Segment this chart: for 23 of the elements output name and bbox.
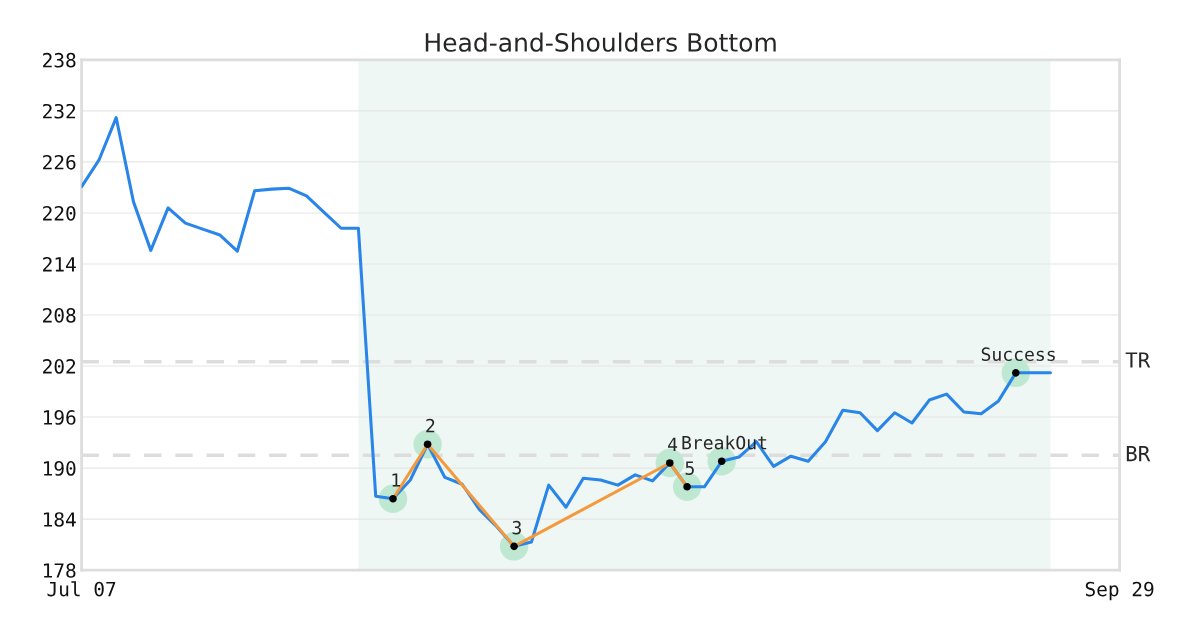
y-tick-label: 232 xyxy=(43,103,76,119)
series-label: BreakOut xyxy=(682,435,767,450)
series-label: 2 xyxy=(426,418,435,433)
y-tick-label: 184 xyxy=(43,512,76,527)
y-tick-label: 226 xyxy=(43,154,76,170)
series-label: 4 xyxy=(668,437,678,451)
chart-title: Head-and-Shoulders Bottom xyxy=(425,32,776,52)
y-tick-label: 220 xyxy=(43,205,76,221)
series-label: Success xyxy=(981,347,1055,361)
y-tick-label: 196 xyxy=(43,410,76,425)
y-tick-label: 238 xyxy=(43,52,76,68)
x-tick-label: Jul 07 xyxy=(47,581,116,597)
y-tick-label: 214 xyxy=(43,256,76,272)
x-tick-label: Sep 29 xyxy=(1085,581,1154,601)
y-tick-label: 190 xyxy=(43,461,76,476)
y-tick-label: 208 xyxy=(43,308,76,323)
ref-line-label: BR xyxy=(1126,445,1151,462)
series-label: 1 xyxy=(392,473,400,487)
y-tick-label: 202 xyxy=(43,359,76,374)
y-tick-label: 178 xyxy=(43,563,76,578)
series-label: 3 xyxy=(512,520,521,535)
series-label: 5 xyxy=(685,461,694,475)
ref-line-label: TR xyxy=(1125,352,1151,368)
